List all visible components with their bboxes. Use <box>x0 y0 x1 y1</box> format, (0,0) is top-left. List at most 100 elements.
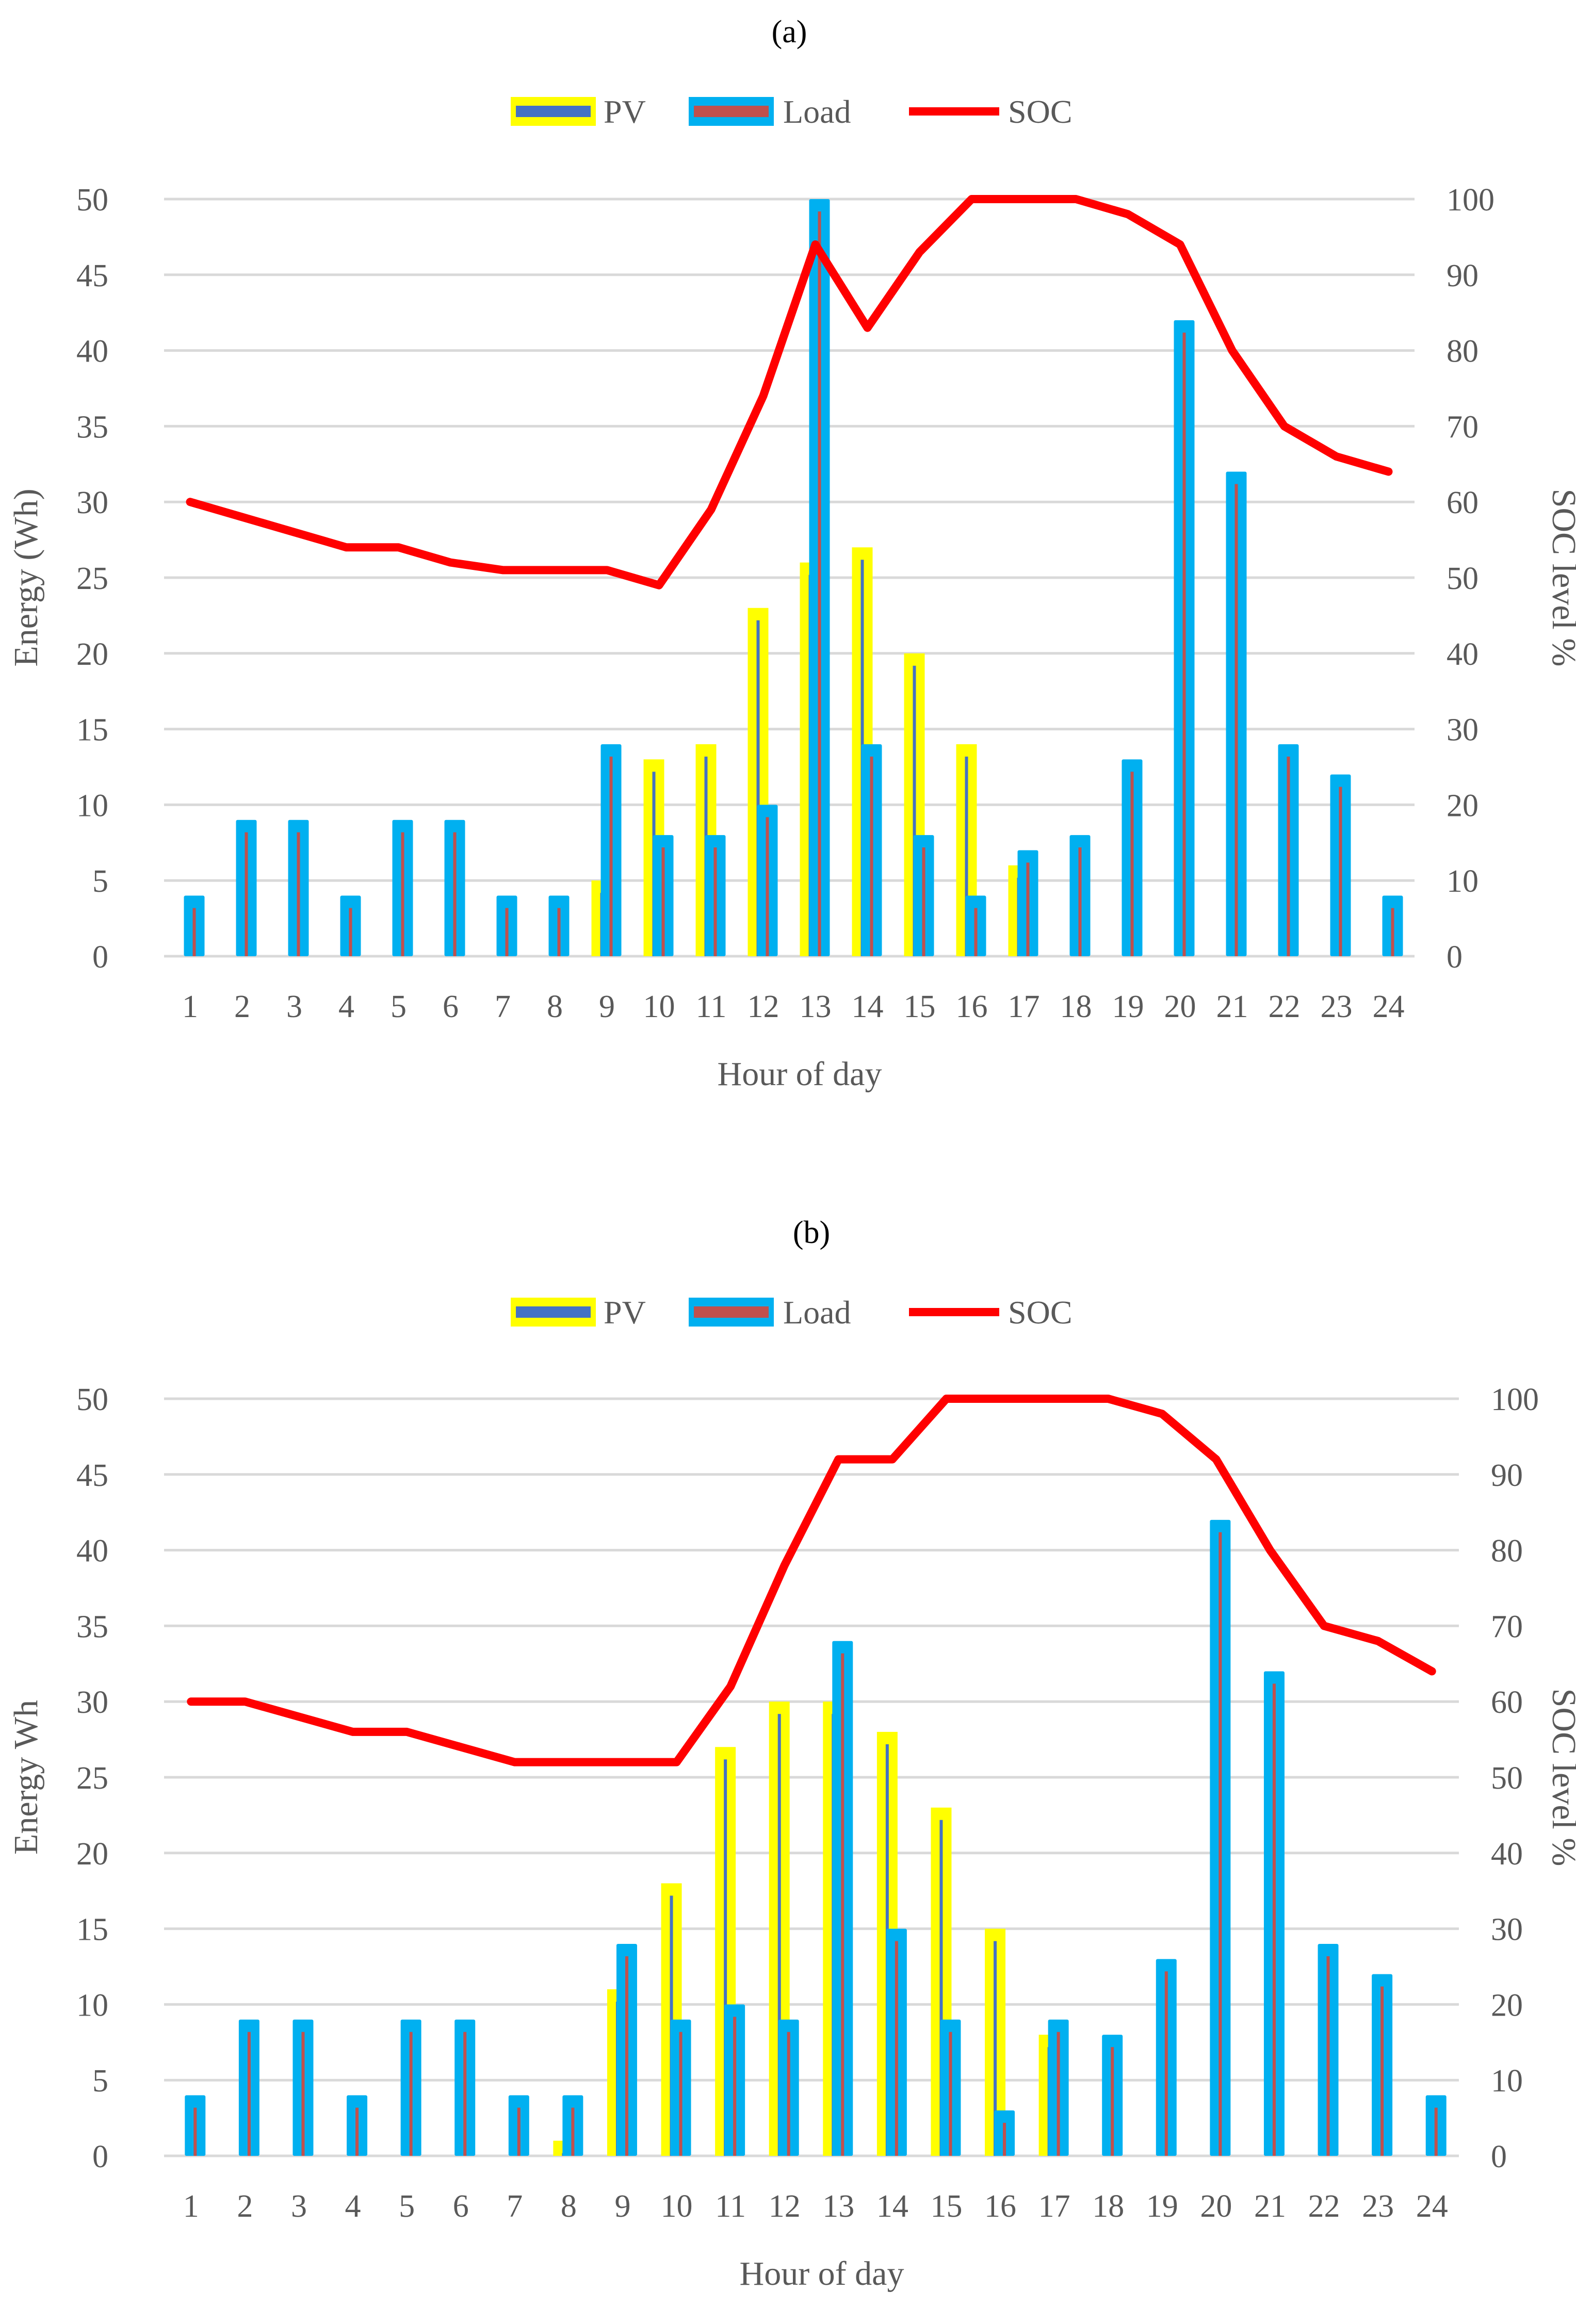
x-tick-label: 14 <box>852 989 884 1024</box>
x-tick-label: 2 <box>234 989 250 1024</box>
y2-tick-label: 70 <box>1491 1609 1523 1644</box>
load-bar-stripe <box>787 2032 790 2156</box>
x-tick-label: 6 <box>443 989 459 1024</box>
x-tick-label: 22 <box>1308 2189 1340 2224</box>
x-tick-label: 1 <box>183 2189 199 2224</box>
load-bar-stripe <box>1339 787 1342 956</box>
load-bar-stripe <box>766 817 769 956</box>
x-tick-label: 6 <box>453 2189 469 2224</box>
pv-bar-stripe <box>913 665 916 956</box>
load-bar-stripe <box>1287 756 1290 956</box>
x-tick-label: 4 <box>338 989 354 1024</box>
y2-tick-label: 50 <box>1491 1761 1523 1796</box>
legend-label-soc: SOC <box>1008 1294 1073 1331</box>
x-tick-label: 15 <box>904 989 936 1024</box>
y-tick-label: 15 <box>76 713 108 748</box>
x-tick-label: 12 <box>748 989 779 1024</box>
legend-swatch-load-stripe <box>694 106 769 117</box>
x-tick-label: 13 <box>822 2189 854 2224</box>
y2-tick-label: 80 <box>1491 1534 1523 1569</box>
load-bar-stripe <box>1164 1971 1168 2156</box>
load-bar-stripe <box>1326 1956 1330 2156</box>
y2-tick-label: 20 <box>1447 788 1478 823</box>
legend-label-load: Load <box>783 93 851 130</box>
chart-legend: PV Load SOC <box>511 1294 1073 1331</box>
x-tick-label: 16 <box>984 2189 1016 2224</box>
y2-tick-label: 0 <box>1491 2139 1507 2174</box>
legend-label-soc: SOC <box>1008 93 1073 130</box>
y-tick-label: 5 <box>92 864 108 899</box>
y2-axis-title: SOC level % <box>1545 489 1576 667</box>
load-bar-stripe <box>733 2017 737 2156</box>
panel-label: (a) <box>772 14 807 50</box>
load-bar-stripe <box>895 1941 898 2156</box>
load-bar-stripe <box>949 2032 952 2156</box>
y2-tick-label: 60 <box>1447 485 1478 520</box>
x-tick-label: 24 <box>1416 2189 1448 2224</box>
load-bar-stripe <box>818 211 821 956</box>
x-tick-label: 14 <box>876 2189 908 2224</box>
y2-axis-title: SOC level % <box>1545 1689 1576 1867</box>
x-tick-label: 21 <box>1254 2189 1286 2224</box>
y-tick-label: 45 <box>76 1458 108 1493</box>
pv-bar-stripe <box>756 620 760 956</box>
x-axis-title: Hour of day <box>740 2255 904 2293</box>
load-bar-stripe <box>297 832 300 956</box>
y-tick-label: 45 <box>76 258 108 293</box>
y2-tick-label: 50 <box>1447 561 1478 596</box>
load-bar-stripe <box>355 2107 359 2156</box>
y-axis-title: Energy (Wh) <box>7 488 45 666</box>
load-bar-stripe <box>245 832 248 956</box>
pv-bar-stripe <box>939 1820 943 2156</box>
x-tick-label: 18 <box>1092 2189 1124 2224</box>
y-tick-label: 0 <box>92 940 108 975</box>
soc-line <box>186 195 1393 590</box>
load-bar-stripe <box>1026 862 1030 956</box>
pv-bar-stripe <box>777 1714 781 2156</box>
y2-tick-label: 40 <box>1491 1837 1523 1872</box>
legend-label-load: Load <box>783 1294 851 1331</box>
y2-tick-label: 80 <box>1447 334 1478 369</box>
load-bar-stripe <box>1057 2032 1060 2156</box>
y2-tick-label: 90 <box>1447 258 1478 293</box>
soc-line <box>187 1395 1436 1766</box>
load-bar-stripe <box>1434 2107 1438 2156</box>
load-bar-stripe <box>1003 2122 1006 2156</box>
x-tick-label: 18 <box>1060 989 1092 1024</box>
x-tick-label: 17 <box>1038 2189 1070 2224</box>
y-tick-label: 50 <box>76 1382 108 1417</box>
load-bar-stripe <box>1130 772 1134 956</box>
load-bar-stripe <box>463 2032 467 2156</box>
load-bar-stripe <box>453 832 457 956</box>
y-tick-label: 25 <box>76 1761 108 1796</box>
load-bar-stripe <box>1234 484 1238 956</box>
load-bar-stripe <box>301 2032 305 2156</box>
y2-tick-label: 100 <box>1491 1382 1539 1417</box>
y-tick-label: 10 <box>76 788 108 823</box>
x-tick-label: 22 <box>1269 989 1301 1024</box>
y-tick-label: 0 <box>92 2139 108 2174</box>
x-tick-label: 10 <box>661 2189 693 2224</box>
x-tick-label: 19 <box>1112 989 1144 1024</box>
load-bar-stripe <box>974 908 978 956</box>
panel-label: (b) <box>793 1215 830 1250</box>
load-bar-stripe <box>1111 2047 1114 2156</box>
y2-tick-label: 10 <box>1491 2064 1523 2099</box>
x-tick-label: 1 <box>182 989 198 1024</box>
x-tick-label: 23 <box>1362 2189 1394 2224</box>
load-bar-stripe <box>1380 1986 1384 2156</box>
y-tick-label: 5 <box>92 2064 108 2099</box>
chart-legend: PV Load SOC <box>511 93 1073 130</box>
load-bar-stripe <box>517 2107 521 2156</box>
y2-tick-label: 30 <box>1447 713 1478 748</box>
load-bar-stripe <box>1218 1532 1222 2156</box>
legend-label-pv: PV <box>604 1294 646 1331</box>
load-bar-stripe <box>679 2032 683 2156</box>
x-tick-label: 15 <box>930 2189 962 2224</box>
y2-tick-label: 40 <box>1447 637 1478 672</box>
x-tick-label: 9 <box>614 2189 630 2224</box>
load-bar-stripe <box>193 2107 197 2156</box>
x-tick-label: 17 <box>1008 989 1040 1024</box>
x-tick-label: 2 <box>237 2189 253 2224</box>
